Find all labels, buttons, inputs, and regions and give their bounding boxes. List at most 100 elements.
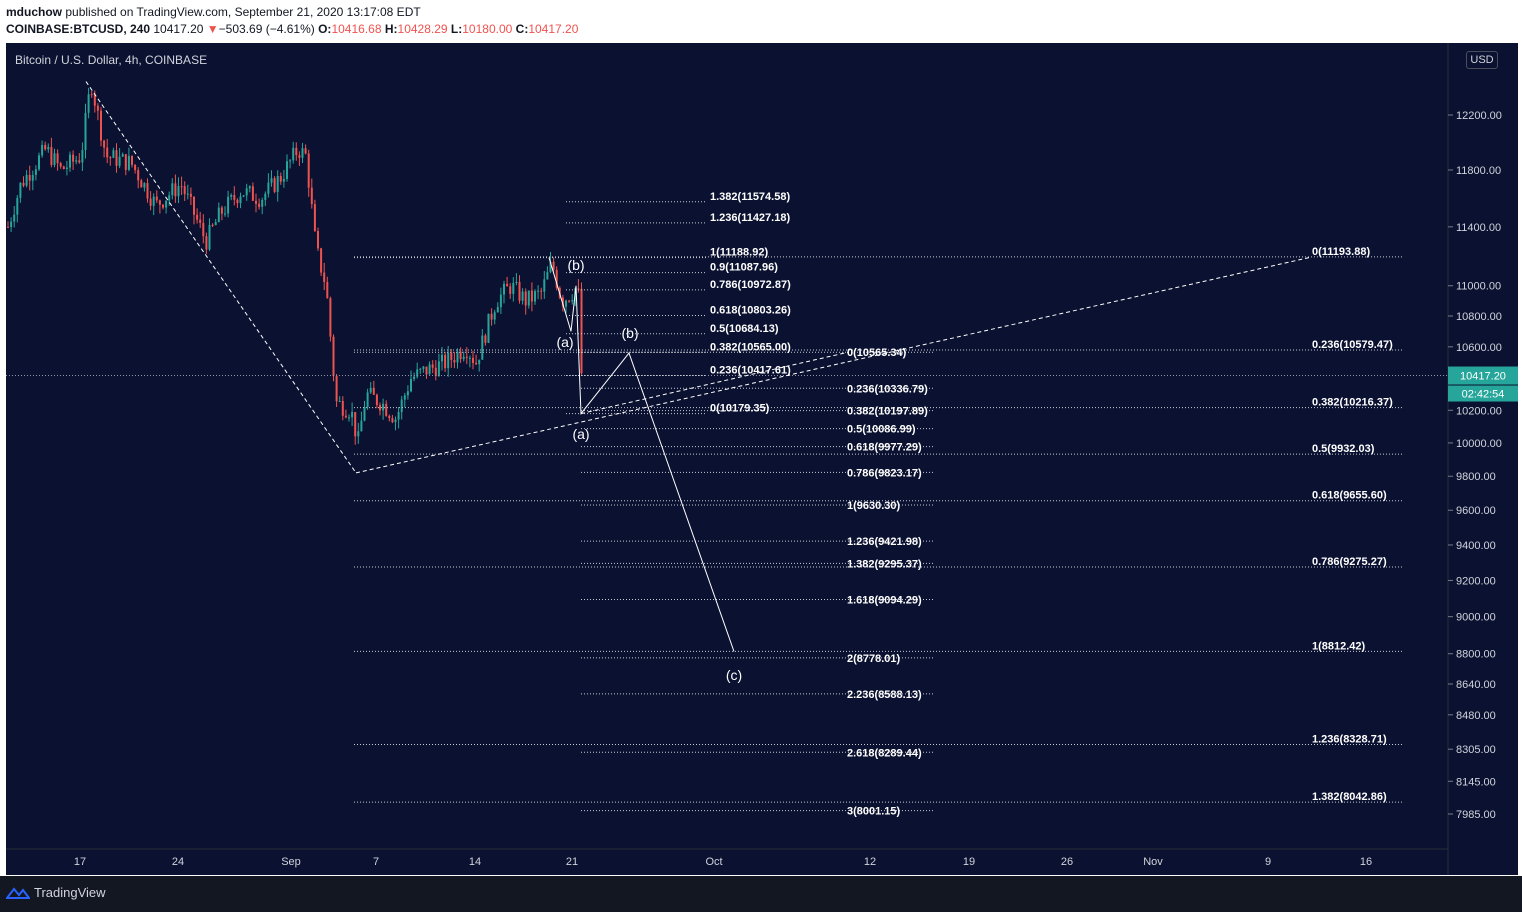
brand-name[interactable]: TradingView (34, 885, 106, 900)
price-tick-label: 9800.00 (1456, 471, 1496, 483)
fib-level-label: 1.236(9421.98) (847, 536, 922, 548)
candle (363, 406, 366, 421)
candle (168, 195, 171, 201)
candle (475, 362, 478, 365)
price-tick-label: 12200.00 (1456, 110, 1502, 122)
candle (385, 403, 388, 416)
price-axis[interactable] (1448, 43, 1518, 875)
candle (109, 157, 112, 159)
price-change: −503.69 (−4.61%) (218, 22, 315, 36)
candle (332, 336, 335, 377)
fib-level-label: 0.5(9932.03) (1312, 443, 1375, 455)
candle (282, 178, 285, 182)
fib-level-label: 0.618(10803.26) (710, 305, 791, 317)
candle (7, 226, 9, 228)
fib-level-label: 0.786(10972.87) (710, 279, 791, 291)
price-tick-label: 10600.00 (1456, 342, 1502, 354)
chart-pane[interactable] (6, 43, 1448, 875)
price-tick-label: 9600.00 (1456, 505, 1496, 517)
trend-line-dashed[interactable] (85, 81, 357, 474)
candle (304, 148, 307, 154)
currency-button[interactable]: USD (1466, 51, 1498, 69)
candle (326, 282, 329, 299)
price-tick-label: 10800.00 (1456, 311, 1502, 323)
candle (242, 195, 245, 197)
candle (323, 272, 326, 283)
price-tick-label: 8480.00 (1456, 710, 1496, 722)
price-chart[interactable]: 12200.00 11800.00 11400.00 11000.00 10800.00… (6, 43, 1518, 875)
candle (236, 199, 239, 204)
wave-path[interactable] (548, 257, 735, 652)
candle (577, 288, 580, 290)
time-tick-label: Nov (1143, 856, 1163, 868)
candle (112, 150, 115, 158)
candle (53, 153, 56, 165)
candle (137, 170, 140, 181)
candle (298, 155, 301, 158)
candle (90, 94, 93, 96)
candle (543, 279, 546, 292)
fib-level-label: 1.382(11574.58) (710, 191, 790, 203)
fib-level-label: 3(8001.15) (847, 806, 901, 818)
time-tick-label: Sep (281, 856, 301, 868)
wave-label: (b) (621, 325, 638, 341)
candle (106, 147, 109, 158)
time-tick-label: 24 (172, 856, 184, 868)
publisher-name[interactable]: mduchow (6, 5, 62, 19)
fib-level-label: 1.236(8328.71) (1312, 734, 1387, 746)
candle (437, 361, 440, 377)
candle (224, 213, 226, 215)
fib-level-label: 1.382(9295.37) (847, 558, 922, 570)
price-tick-label: 11400.00 (1456, 222, 1501, 234)
candle (394, 419, 397, 423)
price-tick-label: 9400.00 (1456, 540, 1496, 552)
wave-label: (a) (556, 334, 573, 350)
candle (28, 174, 31, 181)
open-value: 10416.68 (331, 22, 382, 36)
candle (496, 307, 499, 313)
high-value: 10428.29 (397, 22, 448, 36)
candle (521, 291, 524, 301)
candle (214, 222, 217, 226)
time-tick-label: 16 (1360, 856, 1372, 868)
down-arrow-icon: ▼ (206, 22, 219, 36)
candle (369, 387, 372, 393)
fib-level-label: 0.236(10579.47) (1312, 339, 1393, 351)
candle (208, 224, 211, 250)
trend-line-dashed[interactable] (580, 351, 849, 415)
candle (211, 224, 214, 226)
fib-level-label: 1.236(11427.18) (710, 212, 790, 224)
candle (286, 161, 288, 179)
candle (165, 200, 168, 208)
candle (527, 290, 530, 306)
candle (335, 376, 338, 402)
time-tick-label: 12 (864, 856, 876, 868)
candle (289, 160, 292, 162)
price-tick-label: 8145.00 (1456, 776, 1496, 788)
candle (59, 163, 62, 167)
close-label: C: (515, 22, 529, 36)
time-tick-label: 21 (566, 856, 578, 868)
fib-level-label: 2.618(8289.44) (847, 747, 922, 759)
fib-level-label: 0(11193.88) (1312, 246, 1370, 258)
candle (481, 335, 484, 360)
chart-frame[interactable]: 12200.00 11800.00 11400.00 11000.00 10800.00… (6, 43, 1518, 875)
wave-label: (a) (572, 426, 589, 442)
candle (413, 376, 416, 380)
time-tick-label: 9 (1265, 856, 1271, 868)
candle (459, 351, 462, 360)
time-tick-label: 19 (963, 856, 975, 868)
tradingview-logo-icon[interactable] (6, 885, 30, 901)
candle (124, 154, 127, 170)
candle (317, 231, 319, 249)
candle (580, 288, 583, 374)
candle (239, 196, 242, 204)
close-value: 10417.20 (528, 22, 579, 36)
candle (428, 364, 431, 375)
candle (391, 418, 394, 423)
candle (273, 178, 276, 192)
candle (561, 297, 564, 307)
candle (84, 112, 87, 150)
high-label: H: (384, 22, 398, 36)
trend-line-dashed[interactable] (355, 256, 1313, 474)
